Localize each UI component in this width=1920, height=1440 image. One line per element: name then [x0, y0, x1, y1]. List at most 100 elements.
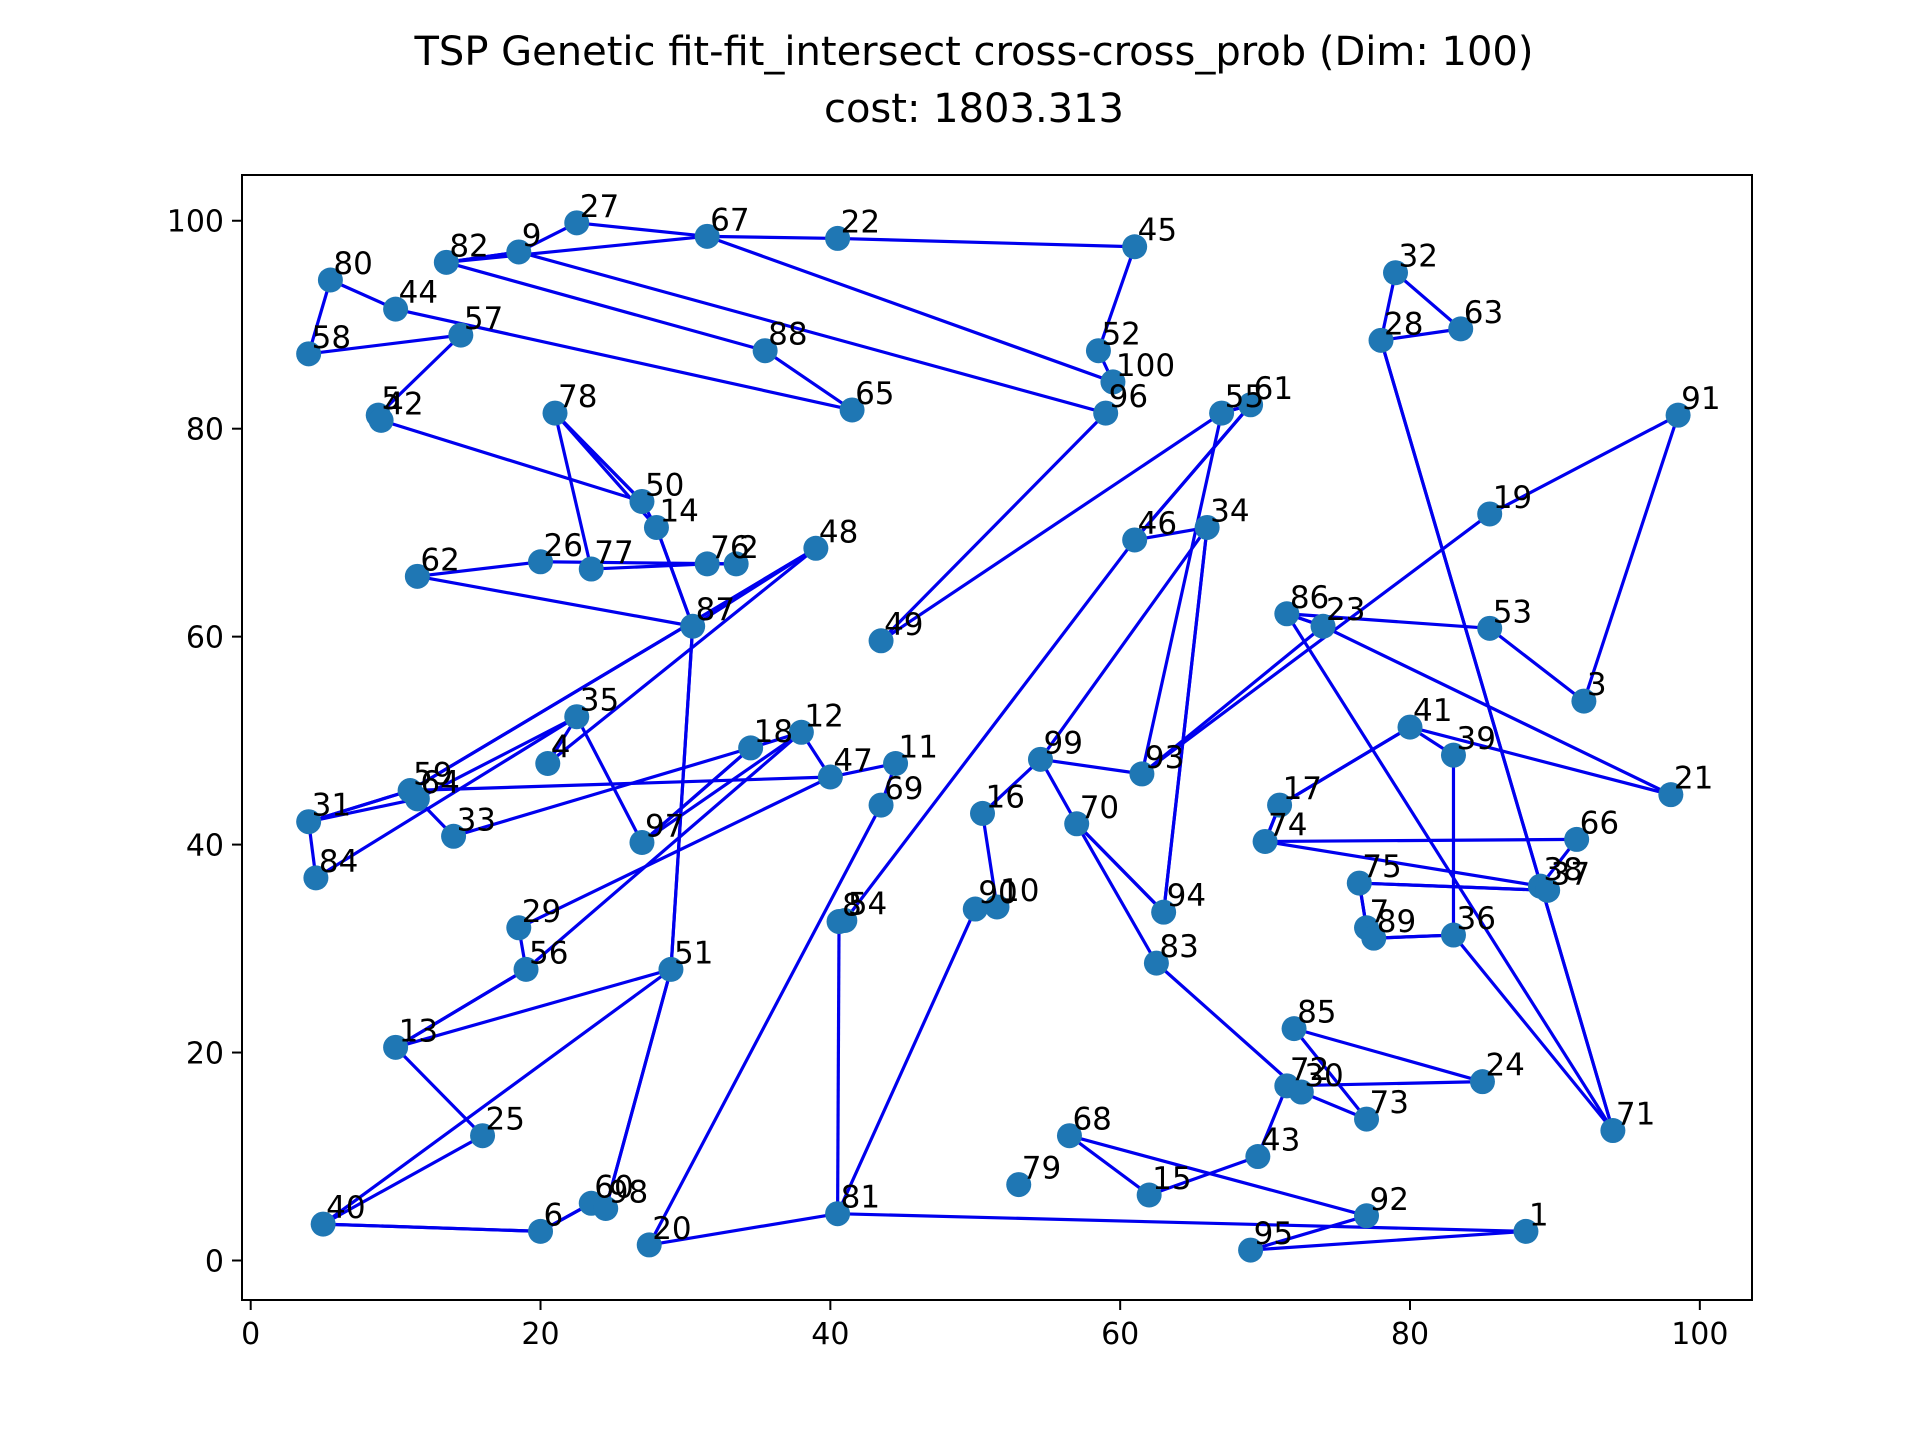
city-label: 87	[696, 592, 735, 628]
city-label: 61	[1254, 371, 1293, 407]
city-label: 39	[1456, 721, 1495, 757]
city-label: 52	[1101, 317, 1140, 353]
route-segment	[1162, 527, 1209, 913]
city-label: 68	[1072, 1102, 1111, 1138]
route-segment	[1068, 1134, 1151, 1197]
city-point	[383, 1034, 409, 1060]
city-point	[542, 400, 568, 426]
city-point	[310, 1211, 336, 1237]
city-point	[1477, 501, 1503, 527]
city-point	[506, 239, 532, 265]
city-label: 2	[739, 530, 759, 566]
city-point	[383, 296, 409, 322]
city-label: 48	[819, 514, 858, 550]
city-point	[1245, 1144, 1271, 1170]
city-label: 63	[1464, 295, 1503, 331]
route-segment	[553, 412, 593, 570]
route-segment	[1286, 1080, 1483, 1088]
city-label: 4	[551, 729, 571, 765]
city-label: 45	[1138, 213, 1177, 249]
city-point	[1477, 615, 1503, 641]
city-label: 13	[399, 1013, 438, 1049]
city-point	[1281, 1016, 1307, 1042]
route-segment	[879, 411, 1107, 642]
city-point	[1143, 950, 1169, 976]
route-segment	[1292, 1027, 1368, 1121]
city-label: 79	[1022, 1151, 1061, 1187]
city-label: 73	[1370, 1085, 1409, 1121]
city-point	[1397, 714, 1423, 740]
city-label: 32	[1399, 239, 1438, 275]
city-label: 96	[1109, 379, 1148, 415]
city-point	[1267, 792, 1293, 818]
city-label: 93	[1145, 740, 1184, 776]
route-segment	[1373, 933, 1454, 940]
city-label: 55	[1225, 379, 1264, 415]
city-label: 23	[1326, 592, 1365, 628]
route-segment	[1039, 526, 1209, 761]
city-label: 5	[381, 381, 401, 417]
city-point	[658, 956, 684, 982]
city-label: 42	[384, 386, 423, 422]
city-point	[296, 809, 322, 835]
city-point	[1535, 877, 1561, 903]
y-tick-label: 20	[186, 1037, 224, 1072]
route-segment	[417, 574, 693, 628]
city-point	[1151, 899, 1177, 925]
city-point	[1194, 514, 1220, 540]
route-segment	[1133, 403, 1252, 541]
city-point	[629, 488, 655, 514]
city-point	[1209, 400, 1235, 426]
route-segment	[647, 804, 883, 1246]
city-label: 53	[1493, 594, 1532, 630]
city-point	[1288, 1079, 1314, 1105]
city-label: 3	[1587, 667, 1607, 703]
city-point	[1564, 826, 1590, 852]
city-point	[1122, 234, 1148, 260]
city-point	[578, 556, 604, 582]
route-segment	[1250, 1214, 1367, 1252]
city-label: 86	[1290, 580, 1329, 616]
route-segment	[837, 236, 1135, 249]
city-label: 38	[1543, 852, 1582, 888]
route-segment	[1075, 823, 1158, 964]
city-label: 84	[319, 844, 358, 880]
city-label: 92	[1370, 1182, 1409, 1218]
city-label: 94	[1167, 878, 1206, 914]
route-segment	[395, 967, 672, 1049]
route-segment	[322, 968, 672, 1226]
city-label: 100	[1116, 348, 1175, 384]
city-point	[1448, 316, 1474, 342]
city-label: 22	[841, 204, 880, 240]
city-point	[448, 322, 474, 348]
city-label: 72	[1290, 1052, 1329, 1088]
city-label: 97	[645, 809, 684, 845]
city-label: 95	[1254, 1216, 1293, 1252]
city-label: 33	[457, 802, 496, 838]
city-label: 64	[420, 765, 459, 801]
route-segment	[546, 547, 817, 765]
x-tick-label: 0	[241, 1317, 260, 1352]
route-segment	[641, 730, 803, 844]
route-segment	[1394, 271, 1462, 331]
city-label: 26	[544, 528, 583, 564]
route-segment	[1265, 837, 1577, 844]
city-label: 21	[1674, 761, 1713, 797]
chart-title: TSP Genetic fit-fit_intersect cross-cros…	[414, 29, 1534, 75]
route-segment	[843, 538, 1136, 922]
route-segment	[518, 250, 1107, 415]
route-segment	[445, 260, 766, 353]
city-point	[1085, 338, 1111, 364]
city-label: 7	[1370, 894, 1390, 930]
route-segment	[604, 968, 673, 1209]
city-label: 40	[326, 1190, 365, 1226]
city-label: 71	[1616, 1097, 1655, 1133]
city-point	[1368, 327, 1394, 353]
city-point	[564, 704, 590, 730]
city-label: 43	[1261, 1123, 1300, 1159]
x-tick-label: 40	[811, 1317, 849, 1352]
city-label: 17	[1283, 771, 1322, 807]
route-segment	[981, 758, 1042, 815]
city-point	[1383, 260, 1409, 286]
